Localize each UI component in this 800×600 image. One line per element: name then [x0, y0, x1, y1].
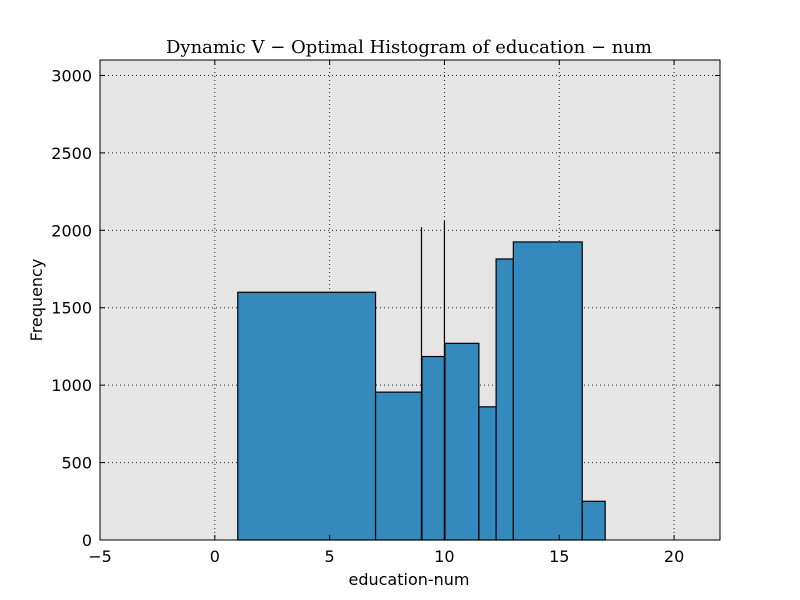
y-tick-label: 2500	[51, 144, 92, 163]
histogram-bar	[581, 500, 606, 541]
y-tick-label: 1500	[51, 299, 92, 318]
histogram-bar	[495, 258, 514, 541]
y-tick-label: 2000	[51, 221, 92, 240]
histogram-bar	[512, 241, 583, 541]
x-axis-label: education-num	[348, 570, 469, 589]
y-tick-label: 3000	[51, 66, 92, 85]
y-tick-label: 0	[82, 531, 92, 550]
bars	[237, 221, 606, 541]
x-tick-label: 15	[549, 547, 569, 566]
histogram-bar	[478, 406, 497, 541]
x-tick-label: 20	[664, 547, 684, 566]
x-tick-label: 0	[210, 547, 220, 566]
chart-title: Dynamic V − Optimal Histogram of educati…	[166, 37, 652, 58]
y-axis-label: Frequency	[27, 259, 46, 342]
y-tick-label: 500	[61, 454, 92, 473]
histogram-bar	[444, 342, 480, 541]
plot-frame	[99, 59, 721, 541]
histogram-bar	[421, 355, 446, 541]
x-tick-label: −5	[88, 547, 112, 566]
histogram-bar	[237, 291, 377, 541]
y-tick-label: 1000	[51, 376, 92, 395]
x-tick-label: 10	[434, 547, 454, 566]
histogram-bar	[374, 391, 423, 541]
x-tick-label: 5	[325, 547, 335, 566]
